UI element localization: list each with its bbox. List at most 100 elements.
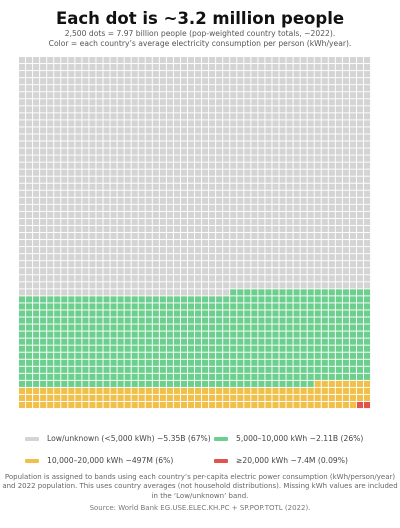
waffle-dot xyxy=(145,141,152,148)
waffle-dot xyxy=(314,254,321,261)
waffle-dot xyxy=(258,78,265,85)
waffle-dot xyxy=(54,211,61,218)
waffle-dot xyxy=(307,106,314,113)
waffle-dot xyxy=(82,373,89,380)
waffle-dot xyxy=(40,387,47,394)
waffle-dot xyxy=(82,338,89,345)
waffle-dot xyxy=(328,261,335,268)
waffle-dot xyxy=(258,282,265,289)
waffle-dot xyxy=(335,240,342,247)
waffle-dot xyxy=(209,345,216,352)
waffle-dot xyxy=(124,254,131,261)
waffle-dot xyxy=(202,113,209,120)
waffle-dot xyxy=(223,401,230,409)
waffle-dot xyxy=(363,268,371,275)
waffle-dot xyxy=(152,275,159,282)
waffle-dot xyxy=(300,85,307,92)
waffle-dot xyxy=(110,99,117,106)
waffle-dot xyxy=(286,345,293,352)
waffle-dot xyxy=(89,176,96,183)
waffle-dot xyxy=(258,120,265,127)
waffle-dot xyxy=(145,317,152,324)
waffle-dot xyxy=(279,155,286,162)
waffle-dot xyxy=(321,373,328,380)
waffle-dot xyxy=(300,296,307,303)
waffle-dot xyxy=(258,169,265,176)
waffle-dot xyxy=(328,380,335,387)
waffle-dot xyxy=(286,296,293,303)
waffle-dot xyxy=(54,247,61,254)
waffle-dot xyxy=(286,162,293,169)
waffle-dot xyxy=(40,261,47,268)
waffle-dot xyxy=(61,345,68,352)
waffle-dot xyxy=(195,57,202,64)
waffle-dot xyxy=(300,240,307,247)
waffle-dot xyxy=(223,233,230,240)
waffle-dot xyxy=(265,127,272,134)
waffle-dot xyxy=(244,148,251,155)
waffle-dot xyxy=(223,359,230,366)
waffle-dot xyxy=(47,176,54,183)
waffle-dot xyxy=(314,148,321,155)
waffle-dot xyxy=(131,134,138,141)
waffle-dot xyxy=(89,162,96,169)
waffle-dot xyxy=(96,380,103,387)
waffle-dot xyxy=(117,183,124,190)
waffle-dot xyxy=(145,113,152,120)
waffle-dot xyxy=(244,197,251,204)
waffle-dot xyxy=(54,373,61,380)
waffle-dot xyxy=(363,141,371,148)
waffle-dot xyxy=(187,57,195,64)
waffle-dot xyxy=(265,225,272,233)
waffle-dot xyxy=(321,148,328,155)
waffle-dot xyxy=(131,303,138,310)
waffle-dot xyxy=(19,78,26,85)
waffle-dot xyxy=(300,331,307,338)
waffle-dot xyxy=(258,303,265,310)
waffle-dot xyxy=(124,57,131,64)
legend-swatch-low xyxy=(25,436,39,441)
waffle-dot xyxy=(307,331,314,338)
waffle-dot xyxy=(321,113,328,120)
waffle-dot xyxy=(356,254,364,261)
waffle-dot xyxy=(96,99,103,106)
waffle-dot xyxy=(216,106,223,113)
waffle-dot xyxy=(138,373,145,380)
waffle-dot xyxy=(82,240,89,247)
waffle-dot xyxy=(258,71,265,78)
waffle-dot xyxy=(202,197,209,204)
waffle-dot xyxy=(96,268,103,275)
waffle-dot xyxy=(103,120,110,127)
waffle-dot xyxy=(272,127,279,134)
waffle-dot xyxy=(138,324,145,331)
waffle-dot xyxy=(293,106,300,113)
waffle-dot xyxy=(307,247,314,254)
waffle-dot xyxy=(230,190,237,197)
waffle-dot xyxy=(363,352,371,359)
waffle-dot xyxy=(209,141,216,148)
waffle-dot xyxy=(82,120,89,127)
waffle-dot xyxy=(54,113,61,120)
waffle-dot xyxy=(61,324,68,331)
waffle-dot xyxy=(124,303,131,310)
waffle-dot xyxy=(138,85,145,92)
waffle-dot xyxy=(131,141,138,148)
waffle-dot xyxy=(251,275,258,282)
waffle-dot xyxy=(82,211,89,218)
waffle-dot xyxy=(321,352,328,359)
waffle-dot xyxy=(166,120,173,127)
waffle-dot xyxy=(286,99,293,106)
waffle-dot xyxy=(61,338,68,345)
waffle-dot xyxy=(75,141,82,148)
waffle-dot xyxy=(293,134,300,141)
waffle-dot xyxy=(223,141,230,148)
waffle-dot xyxy=(230,197,237,204)
waffle-dot xyxy=(68,303,75,310)
waffle-dot xyxy=(328,254,335,261)
waffle-dot xyxy=(335,268,342,275)
waffle-dot xyxy=(166,211,173,218)
waffle-dot xyxy=(286,92,293,99)
waffle-dot xyxy=(314,317,321,324)
waffle-dot xyxy=(216,401,223,409)
waffle-dot xyxy=(61,380,68,387)
